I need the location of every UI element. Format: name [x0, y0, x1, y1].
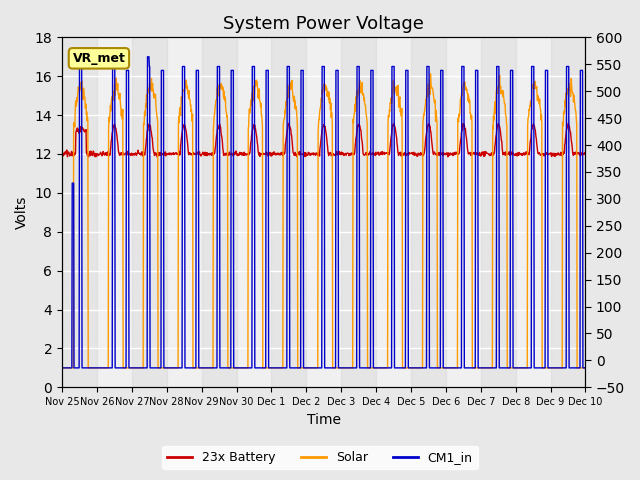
CM1_in — [520, 365, 527, 371]
CM1_in — [582, 365, 589, 371]
CM1_in — [474, 68, 481, 73]
Line: Solar: Solar — [62, 74, 586, 368]
23x Battery — [405, 151, 413, 157]
Bar — [271, 37, 307, 387]
Line: CM1_in: CM1_in — [62, 57, 586, 368]
Line: 23x Battery: 23x Battery — [62, 123, 586, 157]
Solar — [474, 365, 481, 371]
Solar — [175, 121, 182, 127]
23x Battery — [564, 120, 572, 126]
CM1_in — [58, 365, 66, 371]
Title: System Power Voltage: System Power Voltage — [223, 15, 424, 33]
Bar — [62, 37, 97, 387]
23x Battery — [234, 153, 241, 158]
23x Battery — [520, 150, 527, 156]
23x Battery — [58, 150, 66, 156]
Text: VR_met: VR_met — [72, 52, 125, 65]
Solar — [427, 71, 435, 77]
CM1_in — [234, 365, 241, 371]
Solar — [233, 365, 241, 371]
CM1_in — [405, 365, 413, 371]
Legend: 23x Battery, Solar, CM1_in: 23x Battery, Solar, CM1_in — [163, 446, 477, 469]
Solar — [162, 365, 170, 371]
Bar — [481, 37, 516, 387]
23x Battery — [582, 150, 589, 156]
X-axis label: Time: Time — [307, 413, 340, 427]
Bar — [132, 37, 166, 387]
Bar — [202, 37, 237, 387]
23x Battery — [154, 154, 161, 160]
Solar — [582, 365, 589, 371]
Y-axis label: Volts: Volts — [15, 196, 29, 229]
23x Battery — [175, 151, 182, 156]
CM1_in — [143, 54, 151, 60]
23x Battery — [162, 151, 170, 157]
Solar — [58, 365, 66, 371]
Solar — [520, 365, 527, 371]
23x Battery — [474, 151, 481, 157]
Solar — [405, 365, 413, 371]
Bar — [550, 37, 586, 387]
Bar — [411, 37, 446, 387]
CM1_in — [175, 365, 182, 371]
CM1_in — [162, 365, 170, 371]
Bar — [341, 37, 376, 387]
